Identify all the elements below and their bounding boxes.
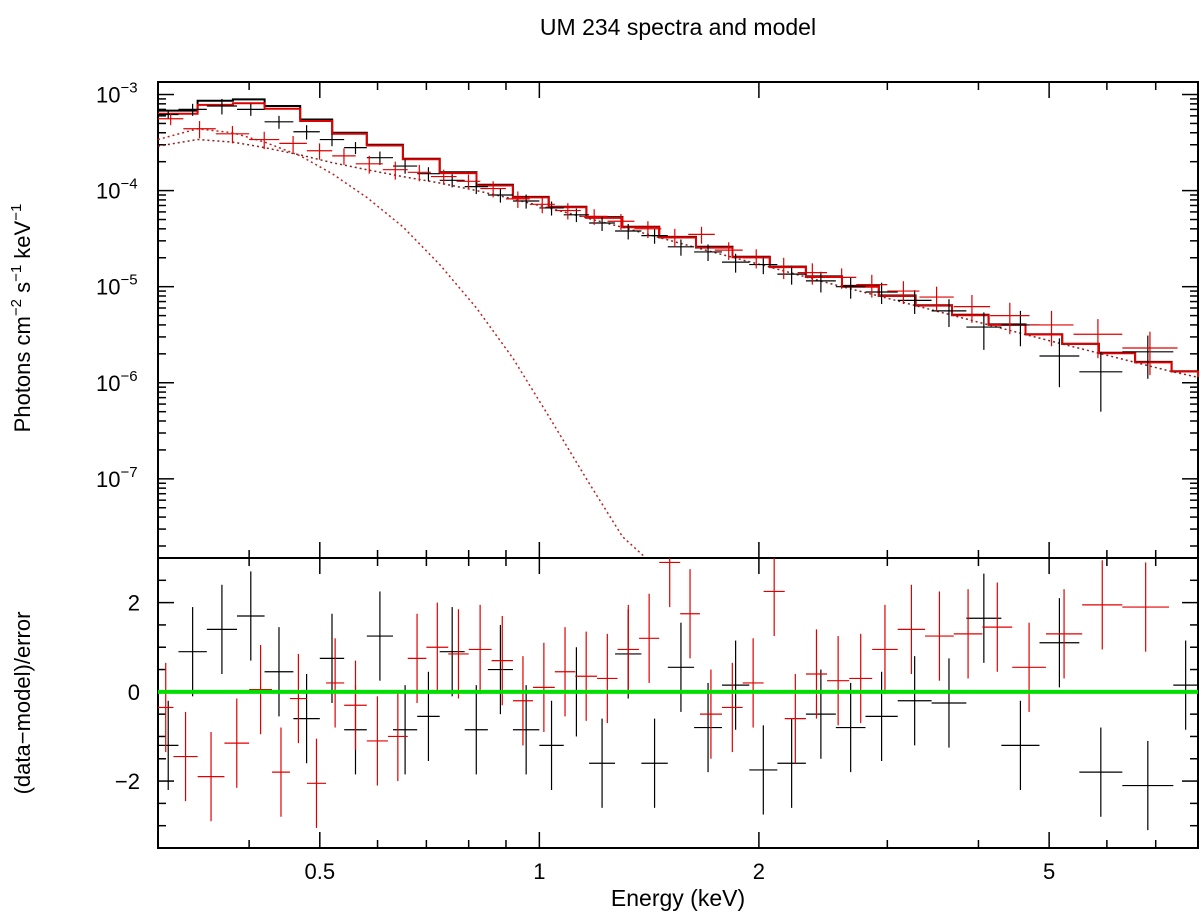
spectrum-frame	[157, 81, 1199, 559]
x-tick-label: 2	[753, 859, 765, 884]
y-tick-label-residuals: 0	[128, 680, 140, 705]
y-tick-label-residuals: 2	[128, 591, 140, 616]
model-red-total-model	[158, 102, 1199, 378]
y-axis-label-residuals: (data−model)/error	[10, 612, 35, 795]
ylabel-part-kev: keV	[10, 220, 35, 264]
ylabel-part-photons: Photons cm	[10, 316, 35, 432]
chart-title: UM 234 spectra and model	[540, 14, 816, 40]
y-tick-label-spectrum: 10−6	[96, 368, 138, 396]
residuals-panel: 2 0 −2	[115, 557, 1199, 849]
y-tick-label-spectrum: 10−5	[96, 272, 138, 300]
ylabel-exp-cm: −2	[8, 299, 25, 316]
x-tick-label: 0.5	[305, 859, 336, 884]
y-axis-label-spectrum: Photons cm−2 s−1 keV−1	[8, 204, 35, 433]
model-powerlaw-component	[157, 138, 1199, 379]
x-axis-label: Energy (keV)	[611, 885, 745, 911]
y-tick-label-spectrum: 10−7	[96, 464, 138, 492]
ylabel-exp-s: −1	[8, 265, 25, 282]
model-blackbody-component	[157, 128, 647, 559]
ylabel-exp-kev: −1	[8, 204, 25, 221]
y-tick-label-residuals: −2	[115, 769, 140, 794]
y-tick-label-spectrum: 10−4	[96, 176, 138, 204]
spectrum-panel: 10−3 10−4 10−5 10−6 10−7	[96, 80, 1199, 559]
x-tick-label: 5	[1043, 859, 1055, 884]
y-tick-label-spectrum: 10−3	[96, 80, 138, 108]
ylabel-part-s: s	[10, 282, 35, 299]
x-tick-label: 1	[533, 859, 545, 884]
residuals-frame	[157, 557, 1199, 849]
